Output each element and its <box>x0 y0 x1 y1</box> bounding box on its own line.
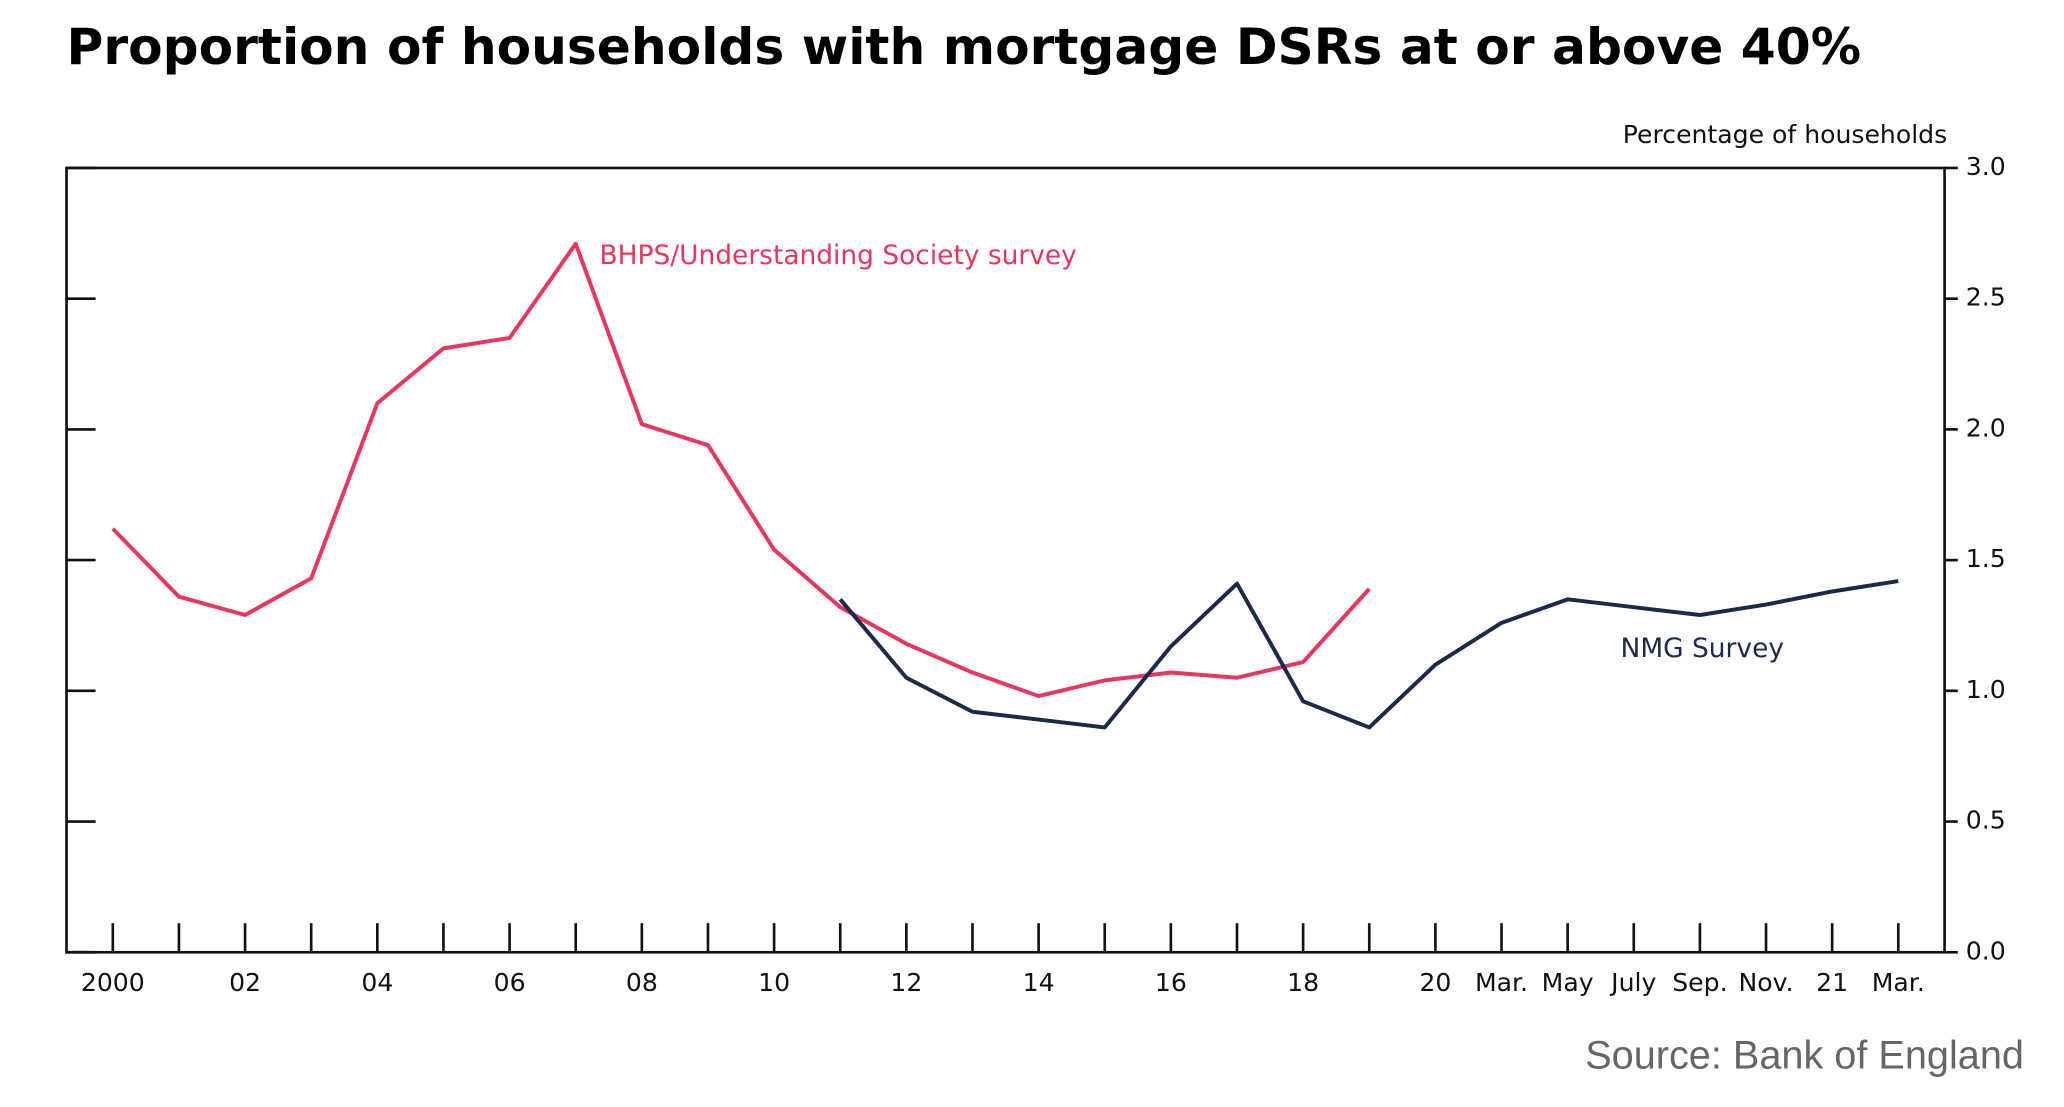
x-tick-label: 08 <box>626 968 658 997</box>
y-tick-label: 1.5 <box>1966 544 2006 573</box>
x-tick-label: Mar. <box>1872 968 1925 997</box>
series-line <box>111 241 1371 699</box>
x-tick-label: 2000 <box>81 968 145 997</box>
y-axis-label: Percentage of households <box>1623 120 1947 149</box>
source: Source: Bank of England <box>1585 1034 2024 1078</box>
x-tick-label: May <box>1542 968 1594 997</box>
x-tick-label: Mar. <box>1475 968 1528 997</box>
series-line <box>838 579 1899 730</box>
series-label: NMG Survey <box>1621 633 1784 664</box>
x-tick-label: July <box>1609 968 1656 997</box>
x-tick-label: 18 <box>1287 968 1319 997</box>
plot-frame <box>65 166 1946 954</box>
x-tick-label: 02 <box>229 968 261 997</box>
chart-title: Proportion of households with mortgage D… <box>67 17 1862 76</box>
series-label: BHPS/Understanding Society survey <box>600 240 1077 271</box>
x-tick-label: 16 <box>1155 968 1187 997</box>
x-tick-label: 14 <box>1023 968 1055 997</box>
x-tick-label: 06 <box>494 968 526 997</box>
y-tick-label: 0.5 <box>1966 806 2006 835</box>
x-tick-label: Nov. <box>1739 968 1794 997</box>
x-tick-label: 20 <box>1419 968 1451 997</box>
y-tick-label: 3.0 <box>1966 152 2006 181</box>
y-tick-label: 2.0 <box>1966 413 2006 442</box>
y-tick-label: 1.0 <box>1966 675 2006 704</box>
x-tick-label: 12 <box>890 968 922 997</box>
y-tick-label: 2.5 <box>1966 283 2006 312</box>
x-tick-label: Sep. <box>1672 968 1727 997</box>
x-tick-label: 21 <box>1816 968 1848 997</box>
x-tick-label: 04 <box>361 968 393 997</box>
x-tick-label: 10 <box>758 968 790 997</box>
y-tick-label: 0.0 <box>1966 936 2006 965</box>
